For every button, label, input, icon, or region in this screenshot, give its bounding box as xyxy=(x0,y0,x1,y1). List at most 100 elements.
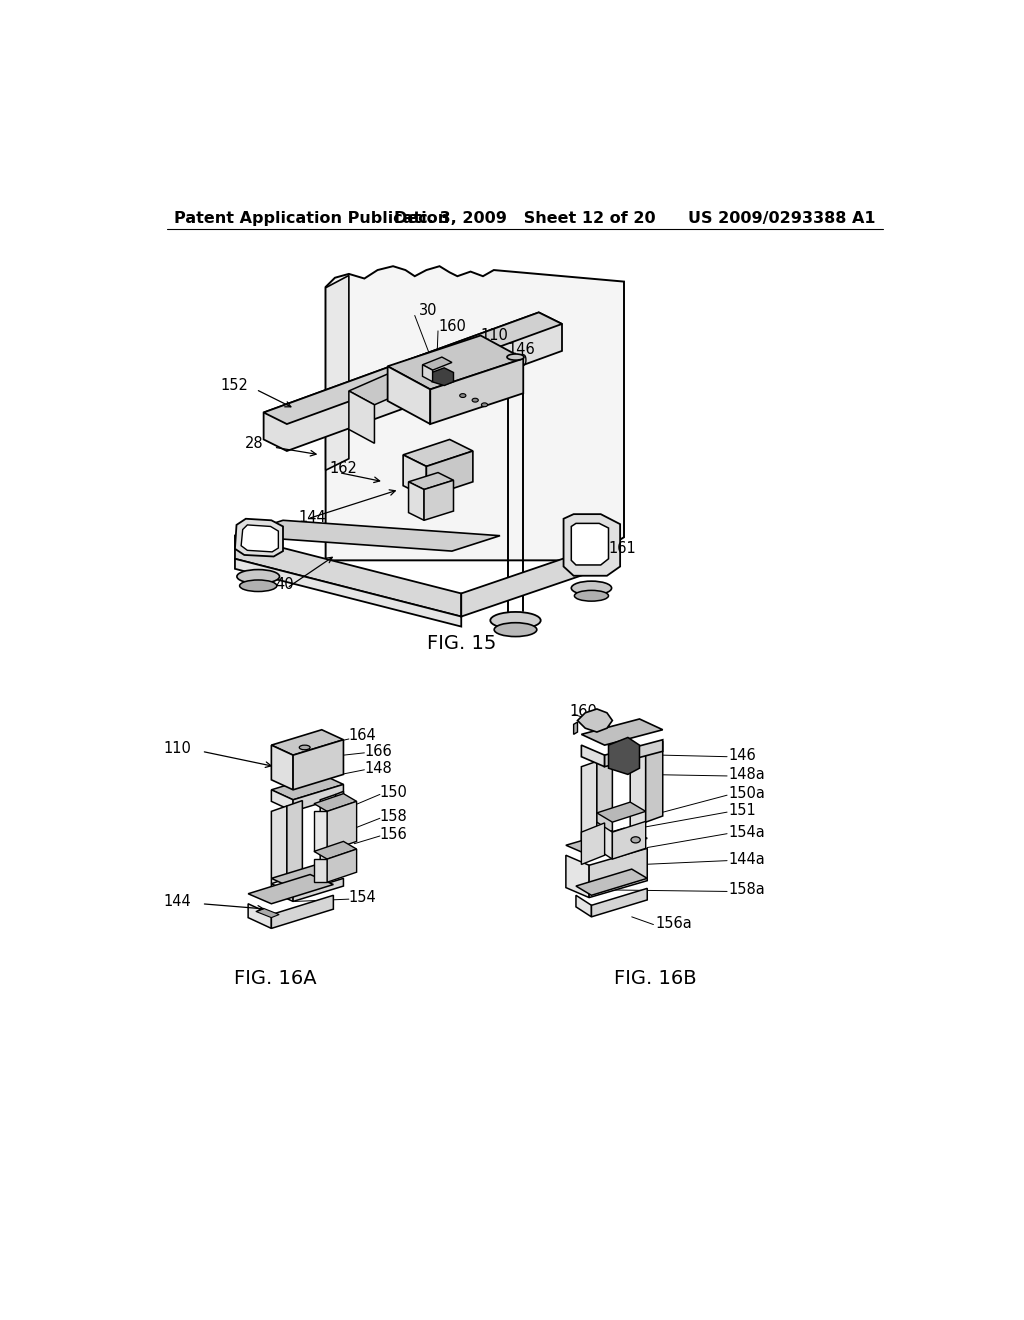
Polygon shape xyxy=(582,822,604,865)
Polygon shape xyxy=(314,841,356,859)
Polygon shape xyxy=(604,739,663,767)
Text: 144: 144 xyxy=(299,510,327,525)
Text: FIG. 16A: FIG. 16A xyxy=(233,969,316,987)
Polygon shape xyxy=(321,795,336,873)
Text: 110: 110 xyxy=(480,327,509,343)
Polygon shape xyxy=(563,515,621,576)
Polygon shape xyxy=(256,908,280,917)
Polygon shape xyxy=(241,525,279,552)
Polygon shape xyxy=(612,821,646,859)
Ellipse shape xyxy=(460,393,466,397)
Polygon shape xyxy=(234,536,461,616)
Ellipse shape xyxy=(237,570,280,583)
Polygon shape xyxy=(336,792,343,867)
Text: 160: 160 xyxy=(438,318,466,334)
Text: 28: 28 xyxy=(245,436,263,451)
Polygon shape xyxy=(271,895,334,928)
Polygon shape xyxy=(578,709,612,733)
Ellipse shape xyxy=(481,403,487,407)
Polygon shape xyxy=(293,739,343,789)
Text: 144a: 144a xyxy=(729,851,765,867)
Polygon shape xyxy=(314,859,328,882)
Polygon shape xyxy=(571,524,608,565)
Polygon shape xyxy=(573,722,578,734)
Polygon shape xyxy=(271,884,293,902)
Polygon shape xyxy=(234,520,500,552)
Polygon shape xyxy=(326,267,624,560)
Polygon shape xyxy=(409,482,424,520)
Polygon shape xyxy=(403,455,426,498)
Polygon shape xyxy=(349,374,414,405)
Text: 161: 161 xyxy=(608,541,636,556)
Text: 146: 146 xyxy=(729,747,757,763)
Text: 30: 30 xyxy=(419,304,437,318)
Polygon shape xyxy=(566,829,647,855)
Text: Dec. 3, 2009   Sheet 12 of 20: Dec. 3, 2009 Sheet 12 of 20 xyxy=(394,211,655,226)
Polygon shape xyxy=(388,367,430,424)
Ellipse shape xyxy=(495,623,537,636)
Polygon shape xyxy=(582,719,663,744)
Polygon shape xyxy=(403,440,473,466)
Ellipse shape xyxy=(574,590,608,601)
Polygon shape xyxy=(388,335,523,389)
Polygon shape xyxy=(293,784,343,812)
Text: 156a: 156a xyxy=(655,916,692,931)
Text: 162: 162 xyxy=(330,461,357,477)
Polygon shape xyxy=(248,904,271,928)
Polygon shape xyxy=(328,849,356,882)
Ellipse shape xyxy=(472,399,478,403)
Text: 158: 158 xyxy=(380,809,408,824)
Text: 164: 164 xyxy=(349,729,377,743)
Text: 152: 152 xyxy=(220,378,248,393)
Text: 144: 144 xyxy=(164,894,191,909)
Text: 162: 162 xyxy=(593,725,621,739)
Ellipse shape xyxy=(571,581,611,595)
Ellipse shape xyxy=(490,612,541,628)
Polygon shape xyxy=(597,822,612,859)
Polygon shape xyxy=(248,874,334,904)
Text: 154: 154 xyxy=(349,890,377,906)
Ellipse shape xyxy=(240,579,276,591)
Polygon shape xyxy=(263,313,562,451)
Polygon shape xyxy=(328,801,356,851)
Text: 148: 148 xyxy=(365,760,392,776)
Polygon shape xyxy=(597,756,612,836)
Text: 154a: 154a xyxy=(729,825,765,840)
Polygon shape xyxy=(293,878,343,902)
Text: 110: 110 xyxy=(164,741,191,756)
Polygon shape xyxy=(582,762,597,841)
Polygon shape xyxy=(326,276,349,470)
Polygon shape xyxy=(630,747,646,828)
Polygon shape xyxy=(592,888,647,917)
Polygon shape xyxy=(424,480,454,520)
Polygon shape xyxy=(287,800,302,878)
Polygon shape xyxy=(608,738,640,775)
Polygon shape xyxy=(234,519,283,557)
Polygon shape xyxy=(423,358,452,370)
Polygon shape xyxy=(271,730,343,755)
Polygon shape xyxy=(271,863,343,888)
Polygon shape xyxy=(271,789,293,812)
Polygon shape xyxy=(430,359,523,424)
Polygon shape xyxy=(263,313,562,424)
Polygon shape xyxy=(566,855,589,898)
Text: 151: 151 xyxy=(729,803,757,818)
Text: 148a: 148a xyxy=(729,767,765,781)
Polygon shape xyxy=(461,552,586,616)
Polygon shape xyxy=(646,742,663,822)
Polygon shape xyxy=(409,473,454,490)
Polygon shape xyxy=(314,793,356,812)
Ellipse shape xyxy=(631,837,640,843)
Text: US 2009/0293388 A1: US 2009/0293388 A1 xyxy=(687,211,876,226)
Polygon shape xyxy=(582,744,604,767)
Text: FIG. 16B: FIG. 16B xyxy=(613,969,696,987)
Polygon shape xyxy=(271,744,293,789)
Polygon shape xyxy=(271,775,343,800)
Text: 40: 40 xyxy=(275,577,294,591)
Polygon shape xyxy=(426,451,473,498)
Polygon shape xyxy=(589,849,647,898)
Text: Patent Application Publication: Patent Application Publication xyxy=(174,211,450,226)
Text: 150a: 150a xyxy=(729,787,766,801)
Polygon shape xyxy=(575,895,592,917)
Polygon shape xyxy=(423,364,432,381)
